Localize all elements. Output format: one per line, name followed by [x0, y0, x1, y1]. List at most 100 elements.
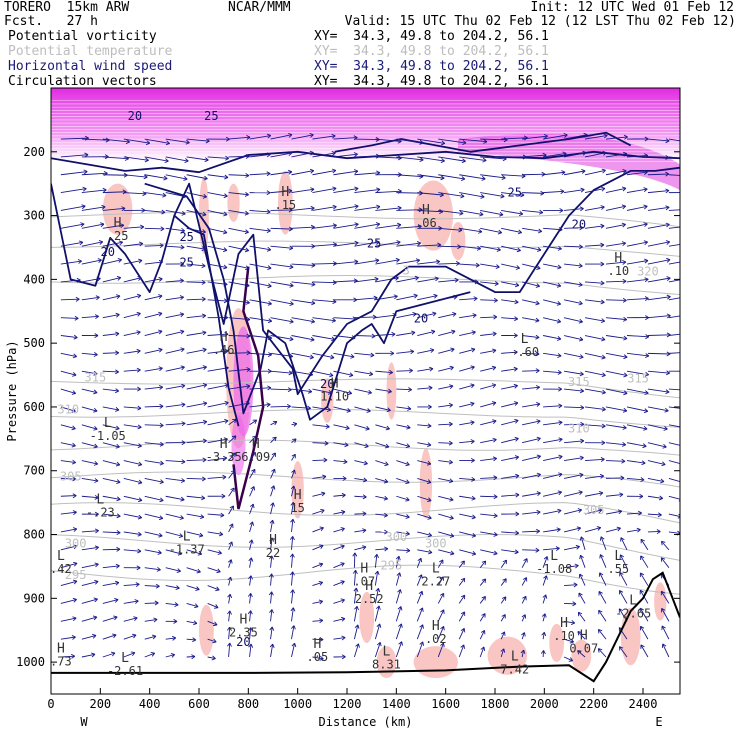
pv-shade [413, 646, 458, 679]
vector-arrowhead [101, 204, 106, 210]
circulation-vector [270, 405, 291, 408]
circulation-vector [543, 547, 560, 551]
circulation-vector [165, 422, 186, 426]
circulation-vector [543, 370, 562, 374]
vector-arrowhead [687, 157, 691, 161]
vector-arrowhead [344, 442, 349, 448]
vector-arrowhead [513, 349, 518, 355]
vector-arrowhead [471, 330, 476, 336]
vector-arrowhead [601, 440, 606, 446]
circulation-vector [333, 637, 346, 640]
circulation-vector [207, 457, 227, 461]
circulation-vector [186, 440, 207, 444]
vector-arrowhead [349, 372, 354, 378]
pv-extremum-value: 8.31 [372, 657, 401, 671]
pv-extremum-value: 22 [266, 546, 280, 560]
vector-arrowhead [601, 372, 606, 378]
pv-extremum-value: 2.52 [355, 592, 384, 606]
vector-arrowhead [116, 294, 121, 299]
vector-arrowhead [245, 282, 250, 288]
circulation-vector [626, 188, 648, 194]
circulation-vector [353, 587, 357, 604]
circulation-vector [605, 370, 628, 377]
circulation-vector [165, 245, 185, 248]
vector-arrowhead [557, 245, 562, 251]
circulation-vector [501, 245, 521, 252]
circulation-vector [81, 172, 108, 176]
vector-arrowhead [341, 492, 346, 498]
circulation-vector [165, 602, 179, 606]
vector-arrowhead [247, 593, 253, 598]
vector-arrowhead [623, 151, 628, 157]
vector-arrowhead [115, 580, 120, 586]
vector-arrowhead [231, 452, 236, 457]
circulation-vector [186, 281, 206, 283]
circulation-vector [291, 553, 294, 568]
circulation-vector [165, 280, 184, 283]
pv-extremum-value: .42 [50, 562, 72, 576]
vector-arrowhead [459, 210, 464, 216]
vector-arrowhead [597, 648, 603, 653]
circulation-vector [542, 575, 547, 586]
vector-arrowhead [666, 257, 671, 263]
circulation-vector [396, 156, 424, 161]
vector-arrowhead [665, 188, 670, 194]
vector-arrowhead [687, 140, 691, 144]
circulation-vector [186, 245, 206, 250]
vector-arrowhead [150, 652, 156, 657]
vector-arrowhead [569, 638, 575, 644]
vector-arrowhead [394, 275, 399, 281]
vector-arrowhead [202, 419, 208, 425]
pv-shade [419, 448, 433, 519]
circulation-vector [564, 388, 584, 392]
vector-arrowhead [536, 454, 541, 460]
vector-arrowhead [427, 497, 432, 503]
circulation-vector [228, 642, 231, 658]
circulation-vector [605, 424, 627, 429]
circulation-vector [228, 317, 250, 321]
circulation-vector [123, 424, 142, 428]
vector-arrowhead [580, 187, 585, 193]
circulation-vector [605, 477, 625, 479]
pv-shade [359, 591, 375, 643]
vector-arrowhead [515, 265, 520, 270]
circulation-vector [81, 580, 99, 586]
circulation-vector [291, 370, 313, 376]
vector-arrowhead [223, 211, 228, 217]
circulation-vector [312, 187, 337, 194]
theta-contour [51, 502, 680, 524]
circulation-vector [207, 585, 220, 591]
circulation-vector [501, 402, 519, 408]
circulation-vector [521, 596, 527, 604]
pv-extremum-value: .46 [213, 343, 235, 357]
circulation-vector [585, 281, 605, 284]
circulation-vector [417, 244, 441, 247]
vector-arrowhead [449, 533, 455, 538]
vector-arrowhead [640, 644, 645, 649]
vector-arrowhead [577, 631, 582, 636]
vector-arrowhead [471, 532, 477, 538]
circulation-vector [661, 540, 670, 551]
vector-arrowhead [318, 580, 324, 586]
vector-arrowhead [621, 442, 627, 447]
vector-arrowhead [244, 210, 249, 216]
vector-arrowhead [227, 576, 233, 582]
circulation-vector [270, 421, 278, 426]
circulation-vector [564, 227, 584, 229]
circulation-vector [228, 281, 250, 287]
circulation-vector [542, 594, 547, 604]
vector-arrowhead [434, 276, 439, 282]
circulation-vector [396, 209, 423, 211]
vector-arrowhead [601, 354, 606, 360]
circulation-vector [619, 646, 628, 658]
circulation-vector [543, 335, 561, 340]
vector-arrowhead [460, 560, 465, 565]
vector-arrowhead [102, 187, 107, 193]
circulation-vector [459, 384, 475, 390]
circulation-vector [438, 227, 463, 231]
vector-arrowhead [340, 527, 345, 532]
vector-arrowhead [309, 168, 315, 174]
vector-arrowhead [470, 439, 475, 444]
vector-arrowhead [319, 637, 324, 642]
circulation-vector [600, 536, 607, 550]
